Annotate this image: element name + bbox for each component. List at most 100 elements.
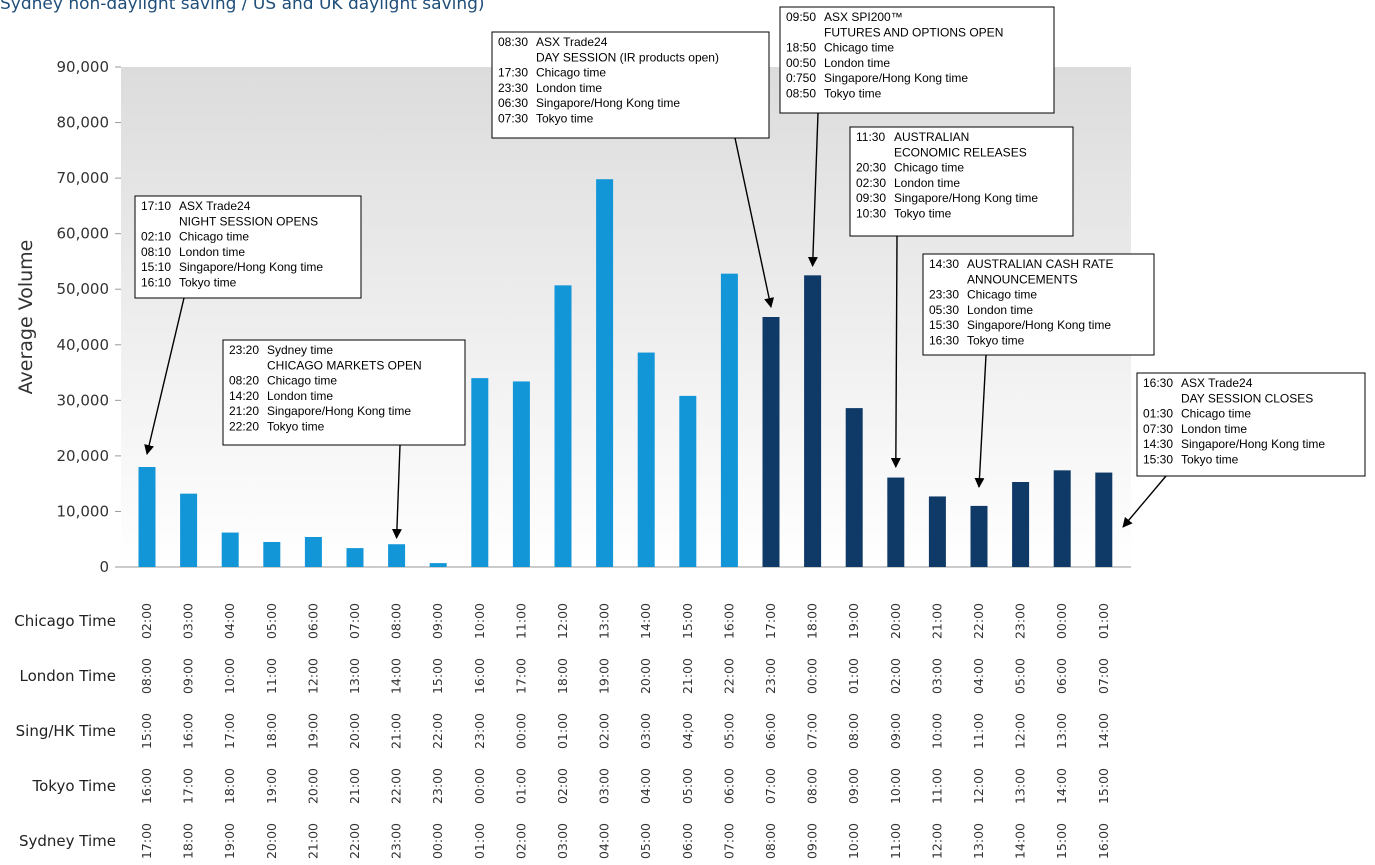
category-tick-label: 18:00 [222, 768, 237, 804]
category-tick-label: 04:00 [638, 768, 653, 804]
annotation-box [1136, 372, 1366, 477]
annotation-text: DAY SESSION (IR products open) [536, 50, 719, 64]
y-tick-label: 70,000 [57, 169, 110, 187]
annotation-text: London time [267, 389, 333, 403]
annotation-time: 23:30 [498, 81, 528, 95]
annotation-text: London time [824, 56, 890, 70]
category-tick-label: 05:00 [721, 713, 736, 749]
bar [1012, 482, 1030, 567]
annotation-time: 07:30 [1143, 422, 1173, 436]
bar [762, 317, 780, 567]
category-tick-label: 00:00 [430, 823, 445, 859]
annotation-text: Chicago time [967, 288, 1037, 302]
category-tick-label: 21:00 [929, 603, 944, 639]
y-tick-label: 60,000 [57, 225, 110, 243]
annotation-text: Tokyo time [536, 112, 594, 126]
annotation-time: 08:30 [498, 35, 528, 49]
annotation-text: ANNOUNCEMENTS [967, 272, 1078, 286]
annotation-text: Tokyo time [1181, 453, 1239, 467]
annotation-text: ASX Trade24 [179, 199, 251, 213]
category-tick-label: 14:00 [1054, 768, 1069, 804]
annotation-time: 02:30 [856, 176, 886, 190]
category-tick-label: 21:00 [680, 658, 695, 694]
annotation-text: Singapore/Hong Kong time [824, 71, 968, 85]
annotation-text: Chicago time [536, 66, 606, 80]
category-tick-label: 06:00 [680, 823, 695, 859]
category-tick-label: 21:00 [305, 823, 320, 859]
category-tick-label: 04:00 [222, 603, 237, 639]
category-tick-label: 01:00 [555, 713, 570, 749]
annotation-time: 08:20 [229, 374, 259, 388]
annotation-time: 17:30 [498, 66, 528, 80]
annotation-time: 18:50 [786, 41, 816, 55]
bar [346, 548, 364, 567]
y-tick-label: 30,000 [57, 391, 110, 409]
category-tick-label: 04:00 [971, 658, 986, 694]
annotation-time: 08:10 [141, 245, 171, 259]
category-tick-label: 11:00 [888, 823, 903, 859]
category-tick-label: 18:00 [181, 823, 196, 859]
category-tick-label: 07:00 [721, 823, 736, 859]
category-tick-label: 23:00 [763, 658, 778, 694]
annotation-text: Chicago time [179, 230, 249, 244]
annotation-text: Tokyo time [179, 276, 237, 290]
category-tick-label: 12:00 [929, 823, 944, 859]
annotation-time: 14:30 [929, 257, 959, 271]
category-tick-label: 20:00 [305, 768, 320, 804]
annotation-text: London time [179, 245, 245, 259]
category-tick-label: 15:00 [139, 713, 154, 749]
category-tick-label: 00:00 [513, 713, 528, 749]
category-tick-label: 12:00 [971, 768, 986, 804]
category-tick-label: 07:00 [805, 713, 820, 749]
category-tick-label: 09:00 [805, 823, 820, 859]
annotation-text: Chicago time [1181, 407, 1251, 421]
annotation-text: London time [1181, 422, 1247, 436]
category-tick-label: 19:00 [846, 603, 861, 639]
annotation-time: 02:10 [141, 230, 171, 244]
bar [1095, 472, 1113, 567]
bar [471, 378, 489, 567]
category-tick-label: 13:00 [1054, 713, 1069, 749]
category-tick-label: 22:00 [971, 603, 986, 639]
category-tick-label: 13:00 [347, 658, 362, 694]
category-tick-label: 14:00 [1096, 713, 1111, 749]
category-tick-label: 21:00 [347, 768, 362, 804]
bar [388, 544, 406, 567]
category-tick-label: 01:00 [513, 768, 528, 804]
annotation-arrow [807, 112, 819, 267]
annotation-time: 07:30 [498, 112, 528, 126]
category-tick-label: 16:00 [721, 603, 736, 639]
annotation-text: AUSTRALIAN [894, 130, 969, 144]
category-tick-label: 03:00 [929, 658, 944, 694]
bar [138, 467, 156, 567]
annotation-text: Tokyo time [967, 334, 1025, 348]
annotation-time: 16:30 [1143, 376, 1173, 390]
annotation-text: Singapore/Hong Kong time [536, 96, 680, 110]
y-tick-label: 40,000 [57, 336, 110, 354]
category-tick-label: 06:00 [721, 768, 736, 804]
bar [845, 408, 863, 567]
row-label: Tokyo Time [32, 777, 116, 795]
category-tick-label: 22:00 [430, 713, 445, 749]
category-tick-label: 13:00 [1013, 768, 1028, 804]
annotation-arrow [391, 444, 402, 539]
annotation-time: 14:30 [1143, 437, 1173, 451]
category-tick-label: 22:00 [721, 658, 736, 694]
category-tick-label: 00:00 [805, 658, 820, 694]
category-tick-label: 15:00 [1096, 768, 1111, 804]
category-tick-label: 18:00 [264, 713, 279, 749]
category-tick-label: 14:00 [638, 603, 653, 639]
category-tick-label: 06:00 [763, 713, 778, 749]
annotation-time: 11:30 [856, 130, 885, 144]
bar [679, 395, 697, 567]
annotation-time: 08:50 [786, 87, 816, 101]
annotation-text: London time [967, 303, 1033, 317]
category-tick-label: 20:00 [347, 713, 362, 749]
category-tick-label: 10:00 [929, 713, 944, 749]
category-tick-label: 01:00 [472, 823, 487, 859]
annotation-time: 09:50 [786, 10, 816, 24]
annotation-box [922, 253, 1155, 356]
bar [304, 537, 322, 567]
